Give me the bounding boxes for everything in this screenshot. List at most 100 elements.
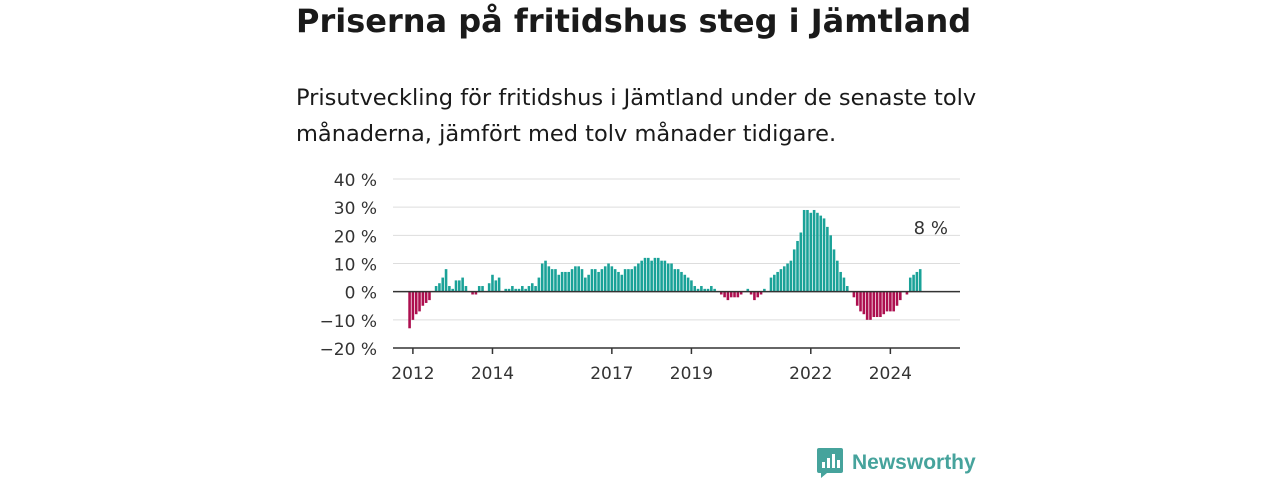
bar [816, 212, 819, 292]
bar [683, 274, 687, 292]
bar [607, 263, 610, 292]
bar [802, 209, 806, 292]
bar [693, 286, 697, 292]
bar [756, 291, 760, 298]
bar [481, 286, 484, 292]
bar [521, 286, 524, 292]
y-tick-label: 40 % [334, 171, 377, 191]
bar [411, 291, 415, 320]
bar [899, 291, 902, 301]
newsworthy-logo-icon [817, 448, 843, 478]
bar [736, 291, 740, 298]
bar [590, 269, 594, 292]
bar [719, 291, 723, 295]
bar [458, 280, 461, 292]
bar-series [408, 209, 922, 329]
bar [633, 266, 637, 292]
bar [670, 263, 673, 292]
page-title: Priserna på fritidshus steg i Jämtland [296, 2, 972, 40]
bar [617, 271, 620, 292]
bar [852, 291, 856, 298]
x-tick-label: 2014 [471, 364, 514, 384]
x-tick-label: 2022 [789, 364, 832, 384]
bar [640, 260, 643, 292]
bar [819, 215, 823, 292]
bar [812, 209, 816, 292]
bar [603, 266, 607, 292]
x-tick-label: 2024 [869, 364, 912, 384]
bar [497, 277, 501, 292]
bar [792, 249, 796, 292]
bar [759, 291, 763, 295]
bar [723, 291, 726, 298]
bar [408, 291, 411, 329]
bar [477, 286, 481, 292]
bar [454, 280, 458, 292]
bar [564, 271, 567, 292]
bar [557, 274, 561, 292]
bar [686, 277, 690, 292]
bar [511, 286, 514, 292]
bar [729, 291, 733, 298]
bar [584, 277, 587, 292]
bar [829, 235, 832, 292]
newsworthy-brand: Newsworthy [816, 446, 976, 480]
bar [836, 260, 839, 292]
bar [554, 269, 557, 292]
bar [779, 269, 783, 292]
bar [915, 271, 919, 292]
bar [869, 291, 872, 320]
bar [623, 269, 627, 292]
bar [690, 280, 693, 292]
bar [918, 269, 922, 292]
bar [855, 291, 859, 306]
bar [570, 269, 574, 292]
bar [733, 291, 736, 298]
bar [567, 271, 571, 292]
price-change-bar-chart: 40 % 30 % 20 % 10 % 0 % −10 % −20 % 2012 2014 201… [320, 171, 960, 384]
bar [491, 274, 494, 292]
annotation-label: 8 % [914, 218, 948, 239]
bar [806, 209, 809, 292]
y-tick-label: 0 % [345, 284, 377, 304]
bar [753, 291, 756, 301]
bar [912, 274, 915, 292]
bar [826, 226, 829, 292]
y-tick-label: −10 % [320, 312, 377, 332]
bar [796, 240, 799, 292]
bar [889, 291, 892, 312]
y-tick-label: 30 % [334, 199, 377, 219]
bar [494, 280, 498, 292]
bar [464, 286, 468, 292]
bar [448, 286, 451, 292]
x-tick-label: 2012 [391, 364, 434, 384]
bar [474, 291, 478, 295]
bar [587, 274, 590, 292]
bar [739, 291, 743, 295]
bar [660, 260, 663, 292]
bar [763, 288, 766, 292]
bar [879, 291, 882, 318]
gridlines [393, 178, 960, 349]
bar [773, 274, 776, 292]
bar [710, 286, 713, 292]
bar [749, 291, 753, 295]
bar [706, 288, 710, 292]
bar [882, 291, 886, 315]
bar [895, 291, 899, 306]
bar [627, 269, 630, 292]
bar [809, 212, 813, 292]
bar [872, 291, 876, 318]
bar [643, 257, 647, 292]
bar [461, 277, 464, 292]
bar [842, 277, 846, 292]
axes [393, 290, 960, 354]
bar [666, 263, 670, 292]
bar [746, 288, 750, 292]
bar [524, 288, 527, 292]
x-tick-label: 2019 [670, 364, 713, 384]
bar [885, 291, 889, 312]
bar [865, 291, 869, 320]
bar [769, 277, 773, 292]
bar [832, 249, 836, 292]
